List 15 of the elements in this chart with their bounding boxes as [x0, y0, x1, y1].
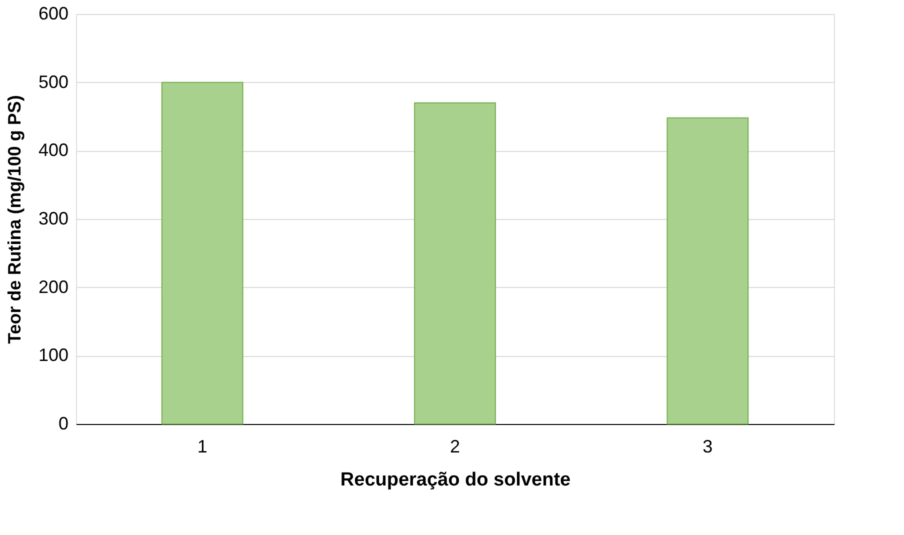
x-tick-label: 3 [702, 436, 713, 456]
y-tick-label: 200 [38, 276, 68, 297]
y-tick-label: 500 [38, 72, 68, 92]
y-tick-label: 600 [38, 4, 68, 24]
bar [666, 117, 749, 424]
x-axis-title: Recuperação do solvente [340, 470, 571, 490]
y-tick-label: 0 [58, 414, 68, 434]
y-tick-label: 100 [38, 345, 68, 366]
bar [414, 102, 496, 424]
y-tick-label: 300 [38, 208, 68, 228]
x-tick-label: 1 [197, 436, 208, 456]
x-tick-label: 2 [450, 436, 460, 456]
y-axis-title: Teor de Rutina (mg/100 g PS) [4, 95, 24, 344]
bar [161, 82, 244, 424]
y-tick-label: 400 [38, 140, 68, 160]
